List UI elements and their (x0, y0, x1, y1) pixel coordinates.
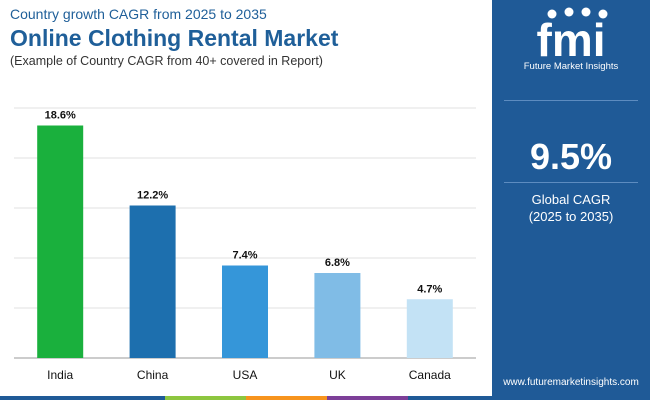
logo-text: fmi (537, 14, 606, 66)
bar-canada (406, 299, 453, 358)
divider (504, 100, 638, 101)
data-label: 4.7% (417, 283, 442, 295)
global-cagr-value: 9.5% (529, 136, 613, 177)
x-tick-label: USA (233, 368, 258, 382)
sidebar: fmi Future Market Insights 9.5% Global C… (492, 0, 650, 400)
bar-chart: 18.6% India 12.2% China 7.4% USA 6.8% UK 4.7% Can… (14, 100, 476, 390)
data-label: 7.4% (232, 250, 257, 262)
x-tick-label: India (47, 368, 73, 382)
color-strip-segment (164, 396, 246, 400)
color-strip-segment (0, 396, 165, 400)
global-cagr-title: Global CAGR (531, 192, 611, 207)
data-label: 6.8% (325, 257, 350, 269)
data-label: 18.6% (45, 110, 76, 122)
chart-title: Online Clothing Rental Market (10, 25, 339, 51)
color-strip-segment (245, 396, 328, 400)
x-tick-label: Canada (409, 368, 451, 382)
bar-uk (314, 273, 361, 358)
bottom-color-bar (0, 396, 492, 400)
header: Country growth CAGR from 2025 to 2035 On… (10, 6, 485, 69)
bar-usa (222, 265, 268, 358)
bar-india (37, 125, 84, 358)
chart-subtitle: Country growth CAGR from 2025 to 2035 (10, 6, 267, 22)
chart-note: (Example of Country CAGR from 40+ covere… (10, 54, 323, 68)
bar-china (129, 205, 176, 358)
data-label: 12.2% (137, 190, 168, 202)
x-tick-label: China (137, 368, 169, 382)
brand-name: Future Market Insights (524, 61, 619, 72)
divider (504, 182, 638, 183)
bar-chart-svg: 18.6% India 12.2% China 7.4% USA 6.8% UK 4.7% Can… (14, 107, 476, 382)
color-strip-segment (327, 396, 409, 400)
website-link[interactable]: www.futuremarketinsights.com (503, 377, 639, 388)
color-strip-segment (408, 396, 492, 400)
fmi-logo: fmi Future Market Insights (492, 4, 650, 74)
global-cagr-period: (2025 to 2035) (528, 209, 614, 224)
x-tick-label: UK (329, 368, 346, 382)
global-cagr-label: Global CAGR (2025 to 2035) (492, 191, 650, 225)
